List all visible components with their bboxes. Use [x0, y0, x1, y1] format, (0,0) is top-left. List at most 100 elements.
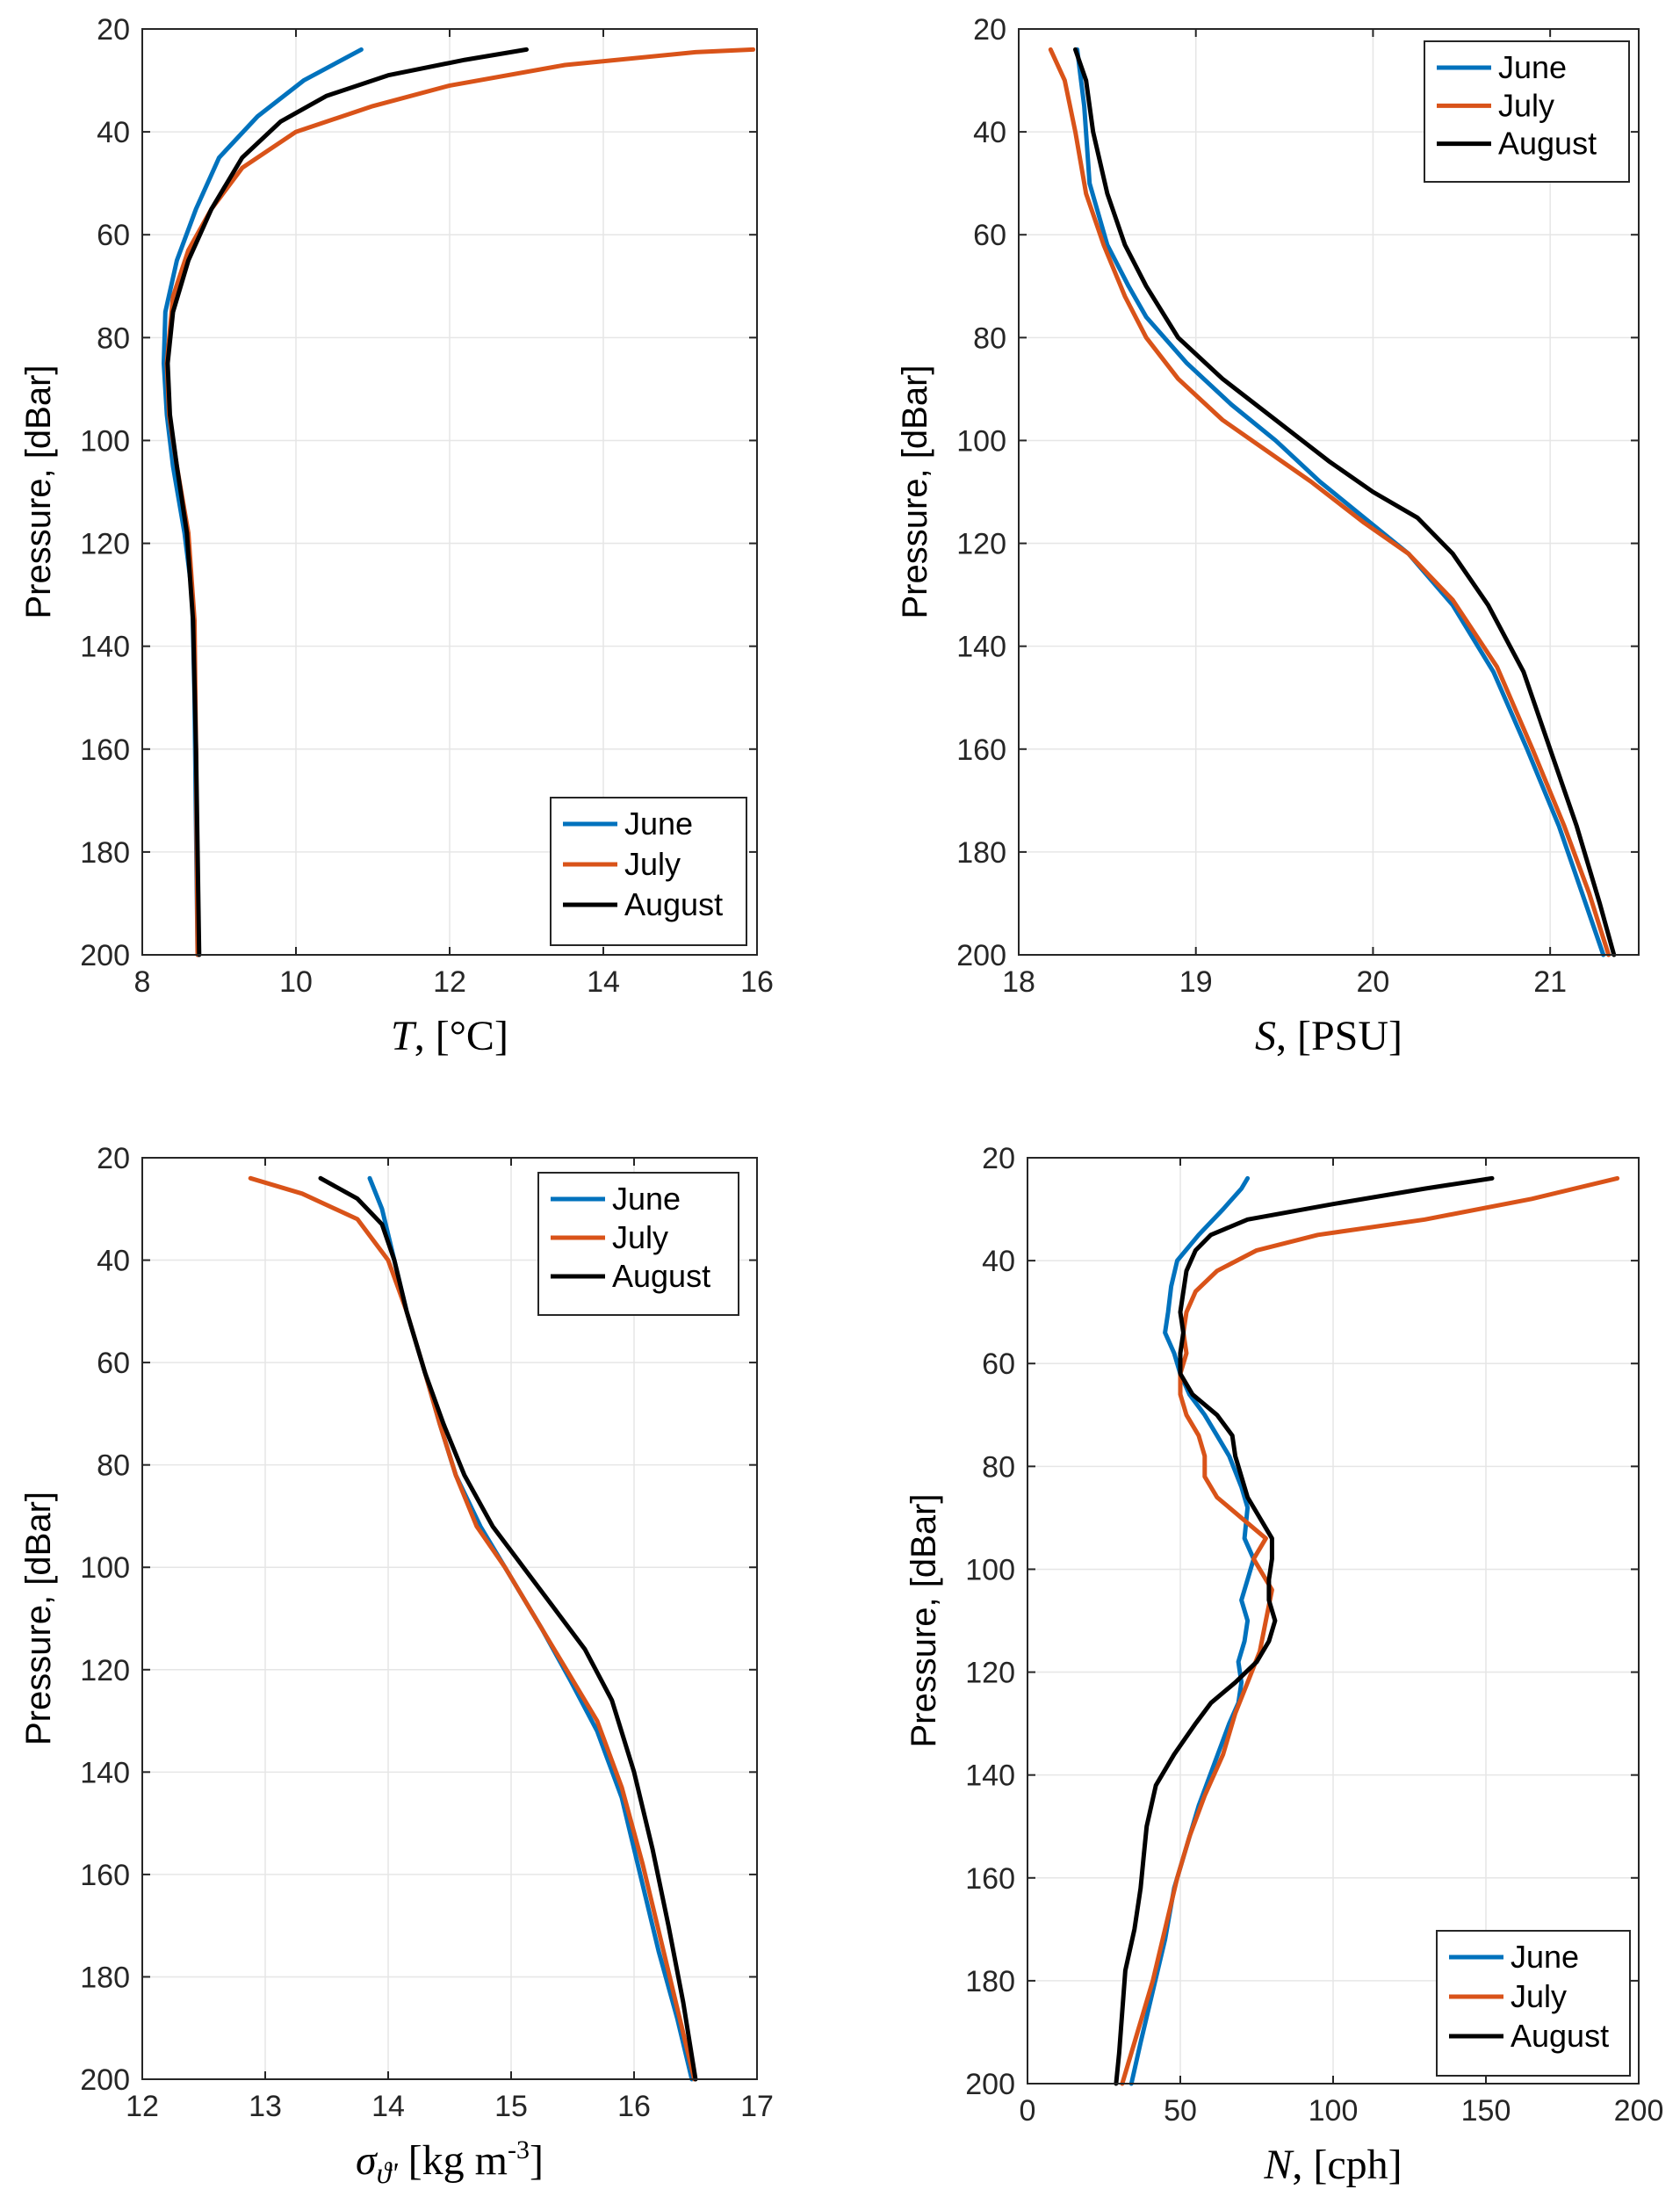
y-tick-label: 80 [982, 1450, 1015, 1484]
legend-label-june: June [624, 806, 693, 842]
legend-label-july: July [1498, 87, 1554, 123]
x-axis-label-superscript: -3 [508, 2135, 530, 2164]
y-tick-label: 100 [956, 424, 1006, 458]
x-tick-label: 21 [1533, 965, 1567, 999]
legend-label-june: June [612, 1181, 681, 1217]
x-axis-label-unit: , [cph] [1292, 2142, 1402, 2188]
series-line-june [162, 47, 364, 957]
x-tick-label: 0 [1020, 2094, 1036, 2128]
y-tick-label: 160 [80, 1859, 130, 1892]
series-line-june [1075, 47, 1606, 957]
y-tick-label: 160 [965, 1862, 1015, 1896]
y-tick-label: 20 [973, 13, 1006, 47]
y-tick-label: 40 [982, 1245, 1015, 1278]
x-axis-label: σϑ' [kg m-3] [356, 2135, 544, 2190]
x-axis-label-variable: T [391, 1013, 417, 1059]
legend-label-august: August [1511, 2018, 1609, 2054]
legend-box [1424, 40, 1630, 183]
y-tick-label: 180 [965, 1965, 1015, 1998]
axes-box [1018, 28, 1640, 956]
x-tick-label: 100 [1309, 2094, 1359, 2128]
x-axis-label-variable: N [1263, 2142, 1294, 2188]
x-axis-label-end: ] [530, 2137, 544, 2184]
series-line-july [1120, 1175, 1620, 2086]
y-tick-label: 100 [80, 1551, 130, 1585]
x-axis-label-unit: , [PSU] [1276, 1013, 1402, 1059]
legend-label-august: August [612, 1258, 710, 1294]
y-tick-label: 140 [965, 1759, 1015, 1793]
x-tick-label: 12 [433, 965, 466, 999]
legend-label-june: June [1511, 1939, 1579, 1975]
y-tick-label: 60 [982, 1348, 1015, 1381]
y-tick-label: 120 [80, 1654, 130, 1687]
legend-label-july: July [612, 1219, 668, 1255]
x-tick-label: 12 [126, 2090, 159, 2123]
y-tick-label: 100 [80, 424, 130, 458]
y-tick-label: 160 [956, 733, 1006, 767]
x-axis-label: N, [cph] [1263, 2142, 1402, 2188]
y-tick-label: 120 [80, 528, 130, 561]
x-axis-label: S, [PSU] [1255, 1013, 1402, 1059]
x-axis-label-subscript: ϑ' [377, 2157, 399, 2190]
y-tick-label: 180 [956, 836, 1006, 870]
legend-label-july: July [624, 846, 681, 882]
x-tick-label: 19 [1179, 965, 1213, 999]
y-axis-label: Pressure, [dBar] [19, 1492, 58, 1745]
y-tick-label: 60 [973, 219, 1006, 252]
series-line-june [1128, 1175, 1256, 2086]
y-axis-label: Pressure, [dBar] [896, 365, 934, 618]
legend-label-june: June [1498, 49, 1567, 85]
y-tick-label: 180 [80, 1961, 130, 1994]
x-tick-label: 14 [371, 2090, 405, 2123]
axes-box [141, 1157, 758, 2080]
y-tick-label: 160 [80, 733, 130, 767]
y-tick-label: 80 [973, 322, 1006, 355]
x-axis-label-variable: σ [356, 2137, 379, 2184]
legend: June July August [550, 797, 747, 946]
legend-box [537, 1172, 739, 1316]
x-tick-label: 50 [1164, 2094, 1197, 2128]
y-tick-label: 180 [80, 836, 130, 870]
x-tick-label: 150 [1461, 2094, 1511, 2128]
chart-panel-3: 12 13 14 15 16 17 20 40 60 80 100 120 140 160 180 200 Pr… [19, 1142, 774, 2190]
x-tick-label: 18 [1002, 965, 1035, 999]
x-tick-label: 16 [617, 2090, 651, 2123]
y-axis-label: Pressure, [dBar] [905, 1493, 943, 1747]
chart-panel-1: 8 10 12 14 16 20 40 60 80 100 120 140 160 180 200 Press… [19, 13, 774, 1059]
y-tick-label: 200 [80, 939, 130, 972]
y-tick-label: 140 [80, 631, 130, 664]
x-tick-label: 200 [1614, 2094, 1664, 2128]
y-tick-label: 40 [97, 1245, 130, 1278]
x-tick-label: 14 [587, 965, 620, 999]
legend-label-august: August [1498, 126, 1597, 162]
chart-panel-2: 18 19 20 21 20 40 60 80 100 120 140 160 180 200 Pressu… [896, 13, 1640, 1059]
x-tick-label: 20 [1357, 965, 1390, 999]
x-tick-label: 8 [134, 965, 151, 999]
y-tick-label: 60 [97, 1347, 130, 1380]
y-tick-label: 80 [97, 1449, 130, 1483]
y-tick-label: 120 [965, 1657, 1015, 1690]
x-axis-label-unit: , [°C] [415, 1013, 508, 1059]
series-line-august [318, 1175, 698, 2082]
y-tick-label: 20 [97, 13, 130, 47]
y-tick-label: 60 [97, 219, 130, 252]
y-tick-label: 120 [956, 528, 1006, 561]
x-axis-label-unit: [kg m [398, 2137, 508, 2184]
series-line-august [165, 47, 529, 957]
y-tick-label: 200 [965, 2068, 1015, 2101]
x-tick-label: 10 [279, 965, 313, 999]
y-tick-label: 200 [956, 939, 1006, 972]
series-line-august [1114, 1175, 1495, 2086]
y-tick-label: 20 [97, 1142, 130, 1175]
y-tick-label: 80 [97, 322, 130, 355]
series-line-july [1048, 47, 1612, 957]
x-tick-label: 13 [249, 2090, 282, 2123]
legend-label-august: August [624, 886, 723, 922]
series-line-august [1073, 47, 1617, 957]
x-tick-label: 16 [740, 965, 774, 999]
y-tick-label: 140 [956, 631, 1006, 664]
x-axis-label-variable: S [1255, 1013, 1276, 1059]
y-tick-label: 140 [80, 1756, 130, 1789]
